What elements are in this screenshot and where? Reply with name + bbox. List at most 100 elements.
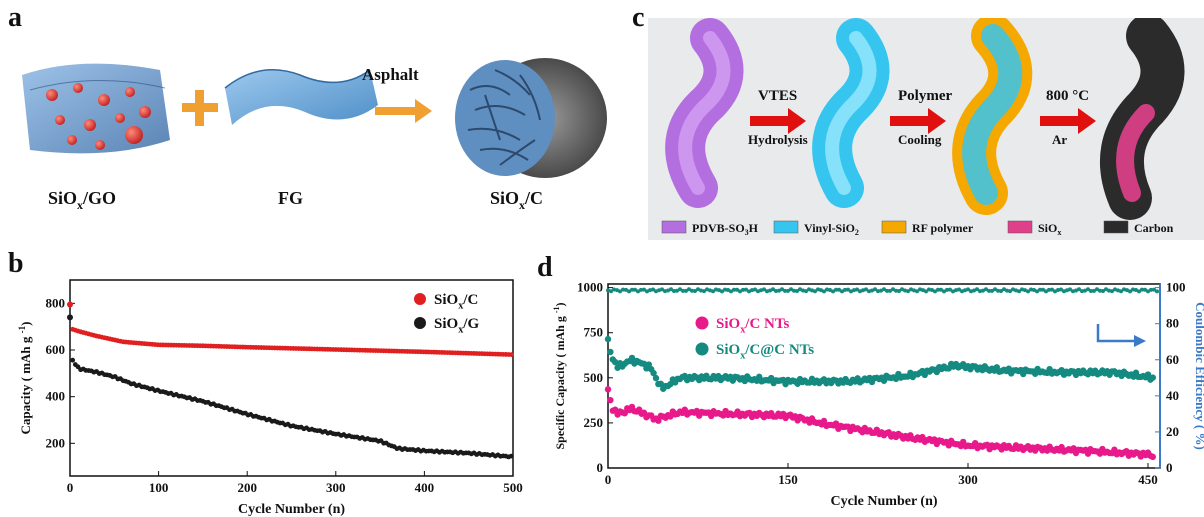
data-point: [1113, 287, 1117, 292]
data-point: [1083, 288, 1087, 293]
data-point: [906, 289, 910, 294]
data-point: [696, 287, 700, 292]
data-point: [67, 301, 73, 308]
data-point: [1041, 287, 1045, 292]
data-point: [879, 288, 883, 293]
data-point: [1134, 287, 1138, 292]
legend-label: SiOx/G: [434, 316, 479, 336]
chart-b: 0 100 200 300 400 500 200 400 600 800 Cycle Number…: [17, 279, 523, 517]
data-point: [855, 287, 859, 292]
data-point: [1035, 289, 1039, 294]
data-point: [508, 453, 514, 459]
data-point: [942, 289, 946, 294]
legend-carbon: Carbon: [1134, 221, 1174, 235]
data-point: [819, 288, 823, 293]
data-point: [981, 288, 985, 293]
data-point: [1062, 289, 1066, 294]
y-tick-label: 200: [46, 435, 66, 450]
data-point: [648, 288, 652, 293]
data-point: [972, 439, 979, 447]
data-point: [1074, 288, 1078, 293]
data-point: [765, 289, 769, 294]
data-point: [816, 287, 820, 292]
data-point: [852, 288, 856, 293]
panel-a-illustration: Asphalt SiOx/GO FG SiOx/C: [22, 58, 607, 212]
data-point: [807, 287, 811, 292]
data-point: [651, 287, 655, 292]
data-point: [762, 287, 766, 292]
data-point: [628, 354, 636, 362]
data-point: [1014, 288, 1018, 293]
data-point: [612, 287, 616, 292]
x-tick-label: 150: [778, 472, 798, 487]
y-tick-label: 1000: [577, 280, 603, 295]
data-point: [612, 358, 619, 366]
data-point: [873, 287, 877, 292]
data-point: [798, 287, 802, 292]
data-point: [892, 375, 900, 383]
data-point: [681, 288, 685, 293]
x-tick-label: 0: [605, 472, 612, 487]
data-point: [927, 287, 931, 292]
data-point: [900, 287, 904, 292]
data-point: [750, 288, 754, 293]
data-point: [1128, 289, 1132, 294]
x-tick-label: 300: [958, 472, 978, 487]
data-point: [1152, 287, 1156, 292]
y-tick-label: 600: [46, 342, 66, 357]
data-point: [1146, 289, 1150, 294]
data-point: [678, 287, 682, 292]
data-point: [729, 289, 733, 294]
pdvb-tube: [665, 18, 744, 208]
y-tick-label: 500: [584, 370, 604, 385]
data-point: [1122, 287, 1126, 292]
data-point: [774, 289, 778, 294]
data-point: [711, 289, 715, 294]
data-point: [789, 287, 793, 292]
step3-top: 800 °C: [1046, 88, 1089, 104]
data-point: [1077, 287, 1081, 292]
data-point: [1131, 287, 1135, 292]
data-point: [1089, 288, 1093, 293]
data-point: [939, 287, 943, 292]
data-point: [1032, 370, 1039, 377]
series-siox-g: [67, 314, 514, 460]
data-point: [820, 417, 828, 425]
data-point: [897, 289, 901, 294]
data-point: [987, 288, 991, 293]
data-point: [708, 288, 712, 293]
data-point: [699, 288, 703, 293]
x-tick-label: 200: [237, 480, 257, 495]
data-point: [888, 288, 892, 293]
plot-frame: [69, 279, 514, 477]
data-point: [684, 288, 688, 293]
data-point: [1050, 287, 1054, 292]
data-point: [1140, 287, 1144, 292]
data-point: [972, 288, 976, 293]
panel-c-illustration: VTES Hydrolysis Polymer Cooling 800 °C A…: [648, 18, 1204, 240]
y-axis-label: Capacity ( mAh g -1): [17, 322, 33, 435]
data-point: [630, 287, 634, 292]
data-point: [642, 287, 646, 292]
data-point: [912, 288, 916, 293]
data-point: [1038, 287, 1042, 292]
data-point: [666, 288, 670, 293]
x-axis-label: Cycle Number (n): [238, 502, 345, 517]
data-point: [936, 287, 940, 292]
data-point: [828, 287, 832, 292]
panel-c-legend: PDVB-SO3H Vinyl-SiO2 RF polymer SiOx Car…: [661, 220, 1174, 237]
data-point: [1101, 288, 1105, 293]
data-point: [837, 287, 841, 292]
data-point: [960, 289, 964, 294]
data-point: [726, 287, 730, 292]
data-point: [669, 287, 673, 292]
data-point: [687, 287, 691, 292]
data-point: [933, 368, 940, 376]
y2-tick-label: 60: [1166, 352, 1179, 367]
data-point: [909, 287, 913, 292]
data-point: [894, 288, 898, 293]
data-point: [1086, 287, 1090, 292]
data-point: [924, 289, 928, 294]
data-point: [768, 374, 775, 382]
x-tick-label: 450: [1138, 472, 1158, 487]
